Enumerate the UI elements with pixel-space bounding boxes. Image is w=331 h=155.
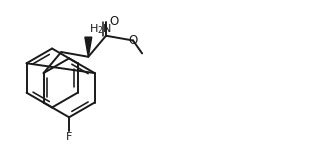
Text: O: O — [110, 16, 119, 29]
Text: O: O — [128, 34, 138, 47]
Polygon shape — [85, 37, 92, 57]
Text: F: F — [66, 132, 72, 142]
Text: H$_2$N: H$_2$N — [89, 22, 112, 36]
